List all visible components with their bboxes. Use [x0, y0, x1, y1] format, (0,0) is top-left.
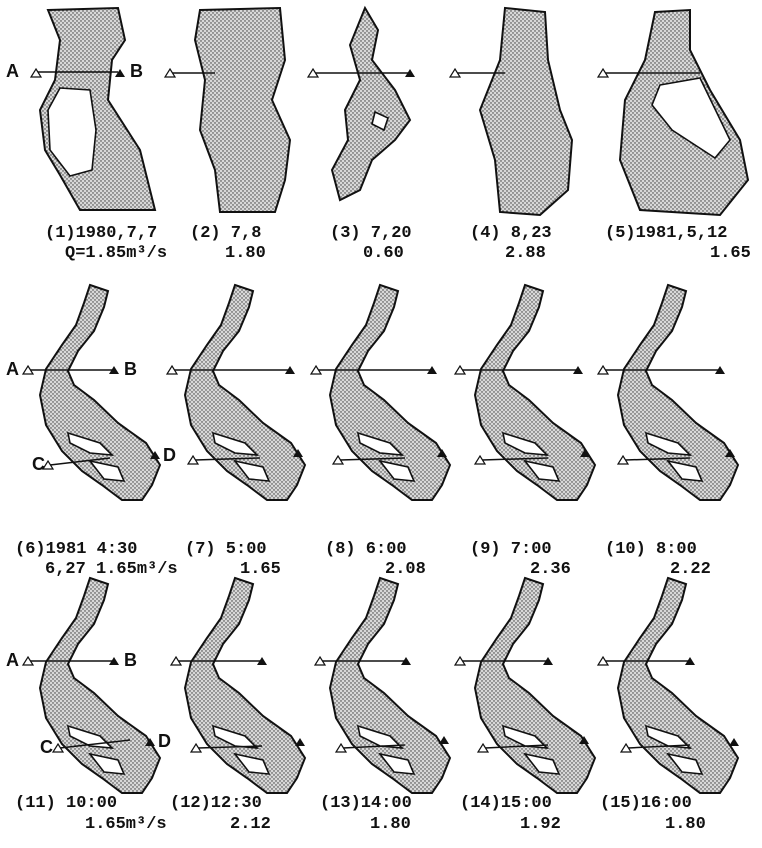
section-marker: C	[32, 454, 45, 474]
section-marker: A	[6, 650, 19, 670]
map-row-1	[30, 5, 750, 217]
discharge-label: 2.22	[670, 560, 711, 579]
panel-label: (15)16:00	[600, 794, 692, 813]
panel-label: (7) 5:00	[185, 540, 267, 559]
discharge-label: 2.88	[505, 244, 546, 263]
discharge-label: Q=1.85m³/s	[65, 243, 167, 263]
discharge-label: 2.08	[385, 560, 426, 579]
panel-label: (11) 10:00	[15, 794, 117, 813]
discharge-label: 2.36	[530, 560, 571, 579]
discharge-label: 2.12	[230, 815, 271, 834]
discharge-label: 1.65	[240, 560, 281, 579]
section-marker: C	[40, 737, 53, 757]
panel-label: (9) 7:00	[470, 540, 552, 559]
panel-label: (13)14:00	[320, 794, 412, 813]
panel-label: (2) 7,8	[190, 224, 261, 243]
discharge-label: 1.80	[225, 244, 266, 263]
section-marker: D	[158, 731, 171, 751]
discharge-label: 6,27 1.65m³/s	[45, 559, 178, 579]
section-marker: B	[124, 650, 137, 670]
section-marker: A	[6, 359, 19, 379]
map-row-2	[22, 284, 739, 501]
discharge-label: 1.65	[710, 244, 751, 263]
panel-label: (5)1981,5,12	[605, 224, 727, 243]
section-marker: B	[124, 359, 137, 379]
map-row-3	[22, 577, 739, 794]
discharge-label: 1.65m³/s	[85, 814, 167, 834]
discharge-label: 1.92	[520, 815, 561, 834]
section-marker: B	[130, 61, 143, 81]
discharge-label: 1.80	[665, 815, 706, 834]
panel-label: (12)12:30	[170, 794, 262, 813]
discharge-label: 0.60	[363, 244, 404, 263]
panel-label: (8) 6:00	[325, 540, 407, 559]
panel-label: (14)15:00	[460, 794, 552, 813]
captions: (1)1980,7,7Q=1.85m³/s(2) 7,81.80(3) 7,20…	[15, 224, 751, 834]
panel-label: (6)1981 4:30	[15, 540, 137, 559]
panel-label: (4) 8,23	[470, 224, 552, 243]
discharge-label: 1.80	[370, 815, 411, 834]
section-marker: A	[6, 61, 19, 81]
panel-label: (1)1980,7,7	[45, 224, 157, 243]
panel-label: (3) 7,20	[330, 224, 412, 243]
panel-label: (10) 8:00	[605, 540, 697, 559]
section-marker: D	[163, 445, 176, 465]
